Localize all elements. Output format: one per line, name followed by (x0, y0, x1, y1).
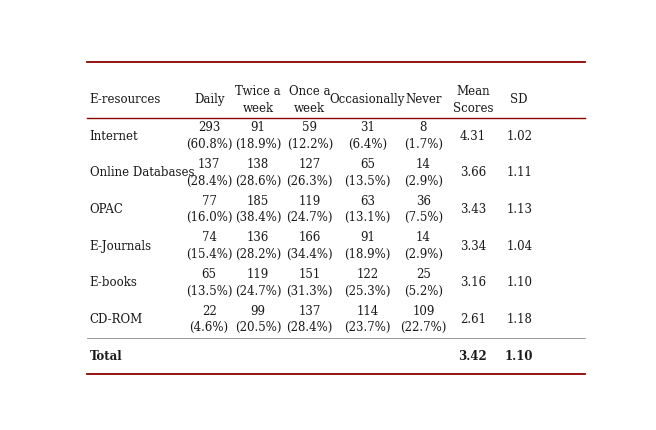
Text: 1.02: 1.02 (506, 130, 532, 143)
Text: 2.61: 2.61 (460, 313, 486, 326)
Text: 119
(24.7%): 119 (24.7%) (287, 195, 333, 224)
Text: Online Databases: Online Databases (90, 166, 194, 179)
Text: Once a
week: Once a week (289, 85, 331, 115)
Text: 65
(13.5%): 65 (13.5%) (186, 268, 232, 298)
Text: 1.13: 1.13 (506, 203, 532, 216)
Text: 136
(28.2%): 136 (28.2%) (235, 231, 281, 261)
Text: E-books: E-books (90, 276, 138, 289)
Text: 127
(26.3%): 127 (26.3%) (287, 158, 333, 187)
Text: OPAC: OPAC (90, 203, 123, 216)
Text: 14
(2.9%): 14 (2.9%) (404, 231, 443, 261)
Text: 63
(13.1%): 63 (13.1%) (344, 195, 391, 224)
Text: 166
(34.4%): 166 (34.4%) (287, 231, 333, 261)
Text: 77
(16.0%): 77 (16.0%) (186, 195, 232, 224)
Text: 22
(4.6%): 22 (4.6%) (190, 305, 229, 334)
Text: Occasionally: Occasionally (330, 93, 405, 106)
Text: 91
(18.9%): 91 (18.9%) (344, 231, 391, 261)
Text: 59
(12.2%): 59 (12.2%) (287, 121, 333, 151)
Text: Daily: Daily (194, 93, 224, 106)
Text: 1.10: 1.10 (506, 276, 532, 289)
Text: 3.66: 3.66 (460, 166, 486, 179)
Text: 25
(5.2%): 25 (5.2%) (404, 268, 443, 298)
Text: SD: SD (510, 93, 528, 106)
Text: 3.42: 3.42 (459, 350, 487, 362)
Text: 4.31: 4.31 (460, 130, 486, 143)
Text: 138
(28.6%): 138 (28.6%) (235, 158, 281, 187)
Text: 31
(6.4%): 31 (6.4%) (348, 121, 387, 151)
Text: 91
(18.9%): 91 (18.9%) (235, 121, 281, 151)
Text: 1.18: 1.18 (506, 313, 532, 326)
Text: 3.34: 3.34 (460, 240, 486, 252)
Text: 3.43: 3.43 (460, 203, 486, 216)
Text: Mean
Scores: Mean Scores (453, 85, 493, 115)
Text: 99
(20.5%): 99 (20.5%) (235, 305, 281, 334)
Text: 1.10: 1.10 (505, 350, 533, 362)
Text: Internet: Internet (90, 130, 138, 143)
Text: Never: Never (405, 93, 441, 106)
Text: CD-ROM: CD-ROM (90, 313, 143, 326)
Text: 114
(23.7%): 114 (23.7%) (344, 305, 391, 334)
Text: Total: Total (90, 350, 122, 362)
Text: Twice a
week: Twice a week (236, 85, 281, 115)
Text: E-resources: E-resources (90, 93, 161, 106)
Text: 8
(1.7%): 8 (1.7%) (404, 121, 443, 151)
Text: 1.04: 1.04 (506, 240, 532, 252)
Text: 151
(31.3%): 151 (31.3%) (287, 268, 333, 298)
Text: 293
(60.8%): 293 (60.8%) (186, 121, 232, 151)
Text: 137
(28.4%): 137 (28.4%) (186, 158, 232, 187)
Text: 14
(2.9%): 14 (2.9%) (404, 158, 443, 187)
Text: E-Journals: E-Journals (90, 240, 152, 252)
Text: 3.16: 3.16 (460, 276, 486, 289)
Text: 122
(25.3%): 122 (25.3%) (344, 268, 391, 298)
Text: 185
(38.4%): 185 (38.4%) (235, 195, 281, 224)
Text: 74
(15.4%): 74 (15.4%) (186, 231, 232, 261)
Text: 119
(24.7%): 119 (24.7%) (235, 268, 281, 298)
Text: 109
(22.7%): 109 (22.7%) (400, 305, 447, 334)
Text: 36
(7.5%): 36 (7.5%) (404, 195, 443, 224)
Text: 137
(28.4%): 137 (28.4%) (287, 305, 333, 334)
Text: 1.11: 1.11 (506, 166, 532, 179)
Text: 65
(13.5%): 65 (13.5%) (344, 158, 391, 187)
